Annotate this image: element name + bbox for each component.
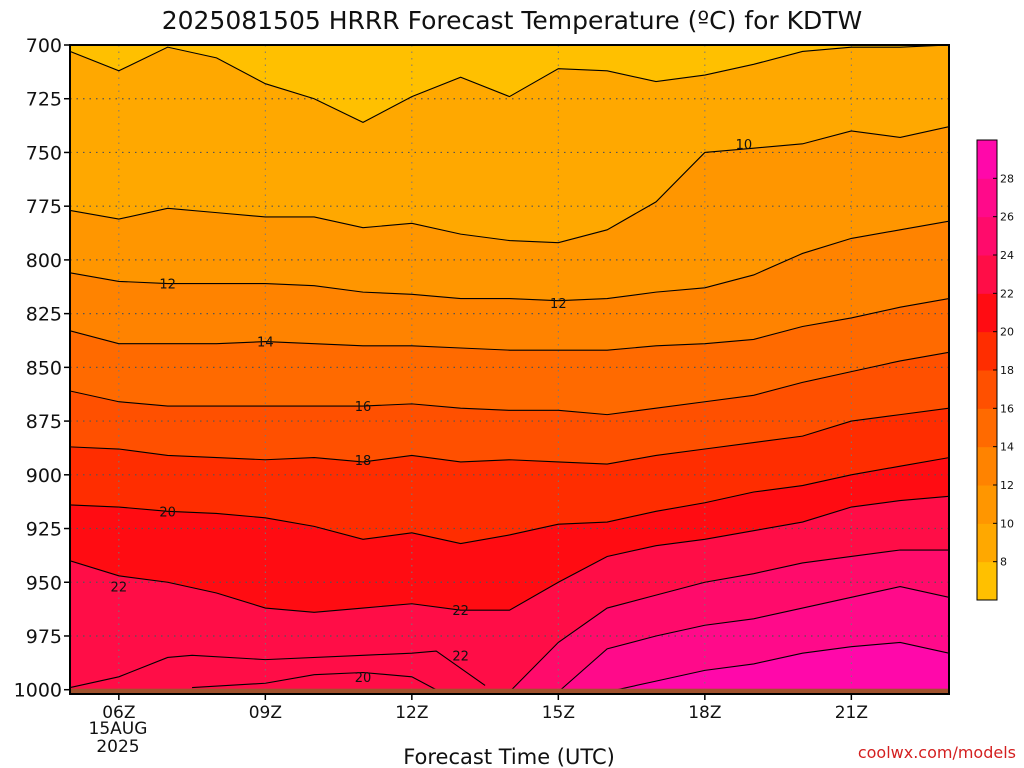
- y-tick-label-975: 975: [26, 626, 62, 648]
- y-axis: 700 725 750 775 800 825 850 875 900 925 950 975 1000: [14, 35, 70, 702]
- y-tick-label-775: 775: [26, 196, 62, 218]
- y-tick-label-700: 700: [26, 35, 62, 57]
- x-tick-label-15Z: 15Z: [542, 703, 575, 723]
- colorbar-band-18: [977, 331, 997, 371]
- colorbar-tick-label-12: 12: [1000, 479, 1014, 492]
- colorbar-band-14: [977, 408, 997, 448]
- colorbar-tick-label-16: 16: [1000, 402, 1014, 415]
- contour-label-4: 16: [355, 400, 372, 415]
- colorbar-tick-label-22: 22: [1000, 287, 1014, 300]
- contour-label-10: 20: [355, 671, 372, 686]
- x-date-line1: 15AUG: [89, 719, 148, 739]
- fill-band-28: [70, 642, 949, 694]
- colorbar-tick-label-14: 14: [1000, 441, 1014, 454]
- y-tick-label-850: 850: [26, 357, 62, 379]
- credit-text: coolwx.com/models: [858, 743, 1016, 762]
- colorbar-band-16: [977, 370, 997, 409]
- inversion-isotherm-22-0: [70, 650, 486, 689]
- x-tick-label-06Z: 06Z: [102, 703, 135, 723]
- y-tick-label-800: 800: [26, 250, 62, 272]
- chart-title: 2025081505 HRRR Forecast Temperature (ºC…: [162, 6, 863, 35]
- colorbar-tick-label-8: 8: [1000, 556, 1007, 569]
- colorbar-tick-label-20: 20: [1000, 326, 1014, 339]
- x-tick-label-09Z: 09Z: [249, 703, 282, 723]
- y-tick-label-725: 725: [26, 89, 62, 111]
- x-date-line2: 2025: [96, 737, 139, 757]
- x-axis: 06Z 09Z 12Z 15Z 18Z 21Z: [102, 694, 868, 723]
- colorbar-band-24: [977, 216, 997, 256]
- isotherm-14: [70, 298, 949, 351]
- colorbar-tick-label-18: 18: [1000, 364, 1014, 377]
- colorbar-band-22: [977, 255, 997, 294]
- x-tick-label-18Z: 18Z: [688, 703, 721, 723]
- contour-label-2: 12: [550, 297, 567, 312]
- contour-label-3: 14: [257, 336, 274, 351]
- isotherm-8: [70, 45, 949, 123]
- y-tick-label-900: 900: [26, 465, 62, 487]
- y-tick-label-925: 925: [26, 519, 62, 541]
- plot-frame: [69, 44, 950, 695]
- colorbar-band-10: [977, 485, 997, 524]
- x-tick-label-21Z: 21Z: [835, 703, 868, 723]
- isotherm-10: [70, 126, 949, 244]
- contour-label-0: 10: [736, 138, 753, 153]
- y-tick-label-950: 950: [26, 572, 62, 594]
- colorbar: 8 10 12 14 16 18 20 22 24 26 28: [976, 139, 1014, 601]
- isotherm-16: [70, 351, 949, 416]
- colorbar-band-8: [977, 523, 997, 563]
- y-tick-label-825: 825: [26, 304, 62, 326]
- contour-label-7: 22: [111, 581, 128, 596]
- contour-labels: 10 12 12 14 16 18 20 22 22 22 20: [111, 138, 753, 686]
- x-axis-label: Forecast Time (UTC): [403, 745, 615, 768]
- y-tick-label-875: 875: [26, 411, 62, 433]
- contour-label-9: 22: [452, 649, 469, 664]
- colorbar-tick-label-24: 24: [1000, 249, 1014, 262]
- isotherm-22: [70, 495, 949, 613]
- ground-layer: [71, 688, 948, 693]
- isotherm-18: [70, 407, 949, 465]
- temperature-fill: [70, 45, 949, 694]
- colorbar-band-20: [977, 293, 997, 333]
- colorbar-band-6: [977, 561, 997, 601]
- contour-label-8: 22: [452, 604, 469, 619]
- x-tick-label-12Z: 12Z: [395, 703, 428, 723]
- contour-label-5: 18: [355, 454, 372, 469]
- isotherm-20: [70, 457, 949, 545]
- colorbar-band-26: [977, 178, 997, 218]
- isotherm-12: [70, 220, 949, 302]
- y-tick-label-750: 750: [26, 142, 62, 164]
- colorbar-band-28: [977, 140, 997, 179]
- inversion-isotherm-20-1: [192, 671, 437, 691]
- ground-fill: [71, 688, 948, 693]
- colorbar-band-12: [977, 446, 997, 486]
- colorbar-tick-label-26: 26: [1000, 211, 1014, 224]
- contour-label-1: 12: [159, 278, 176, 293]
- colorbar-tick-label-10: 10: [1000, 517, 1014, 530]
- y-tick-label-1000: 1000: [14, 680, 62, 702]
- colorbar-tick-label-28: 28: [1000, 172, 1014, 185]
- contour-label-6: 20: [159, 505, 176, 520]
- grid-lines: [70, 45, 949, 694]
